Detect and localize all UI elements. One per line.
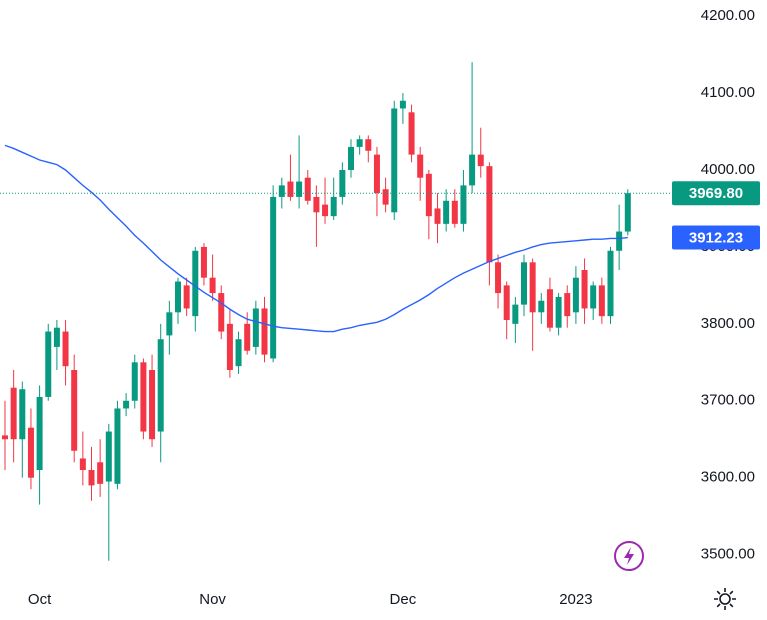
candle-body	[555, 296, 562, 328]
candle-body	[590, 285, 597, 309]
candle-body	[382, 189, 389, 205]
candle-body	[88, 470, 95, 486]
candle-body	[460, 185, 467, 224]
candle-body	[330, 196, 337, 217]
candle-body	[261, 308, 268, 355]
candle-body	[503, 285, 510, 320]
candle-body	[226, 323, 233, 370]
candle-body	[252, 308, 259, 347]
candle-body	[218, 293, 225, 332]
x-tick-label: Nov	[199, 591, 226, 608]
x-tick-label: 2023	[559, 591, 592, 608]
candle-body	[244, 323, 251, 351]
candle-body	[391, 108, 398, 213]
y-tick-label: 4200.00	[701, 7, 755, 24]
lightning-button[interactable]	[614, 541, 644, 571]
gear-hub	[719, 593, 731, 605]
candle-body	[607, 250, 614, 317]
candle-body	[157, 339, 164, 432]
candle-body	[373, 154, 380, 194]
candle-body	[356, 139, 363, 147]
price-tags: 3969.80 3912.23	[672, 181, 760, 250]
candle-body	[53, 327, 60, 347]
candle-body	[572, 277, 579, 313]
candle-body	[564, 293, 571, 317]
lightning-icon	[624, 547, 634, 565]
settings-button[interactable]	[714, 588, 736, 610]
candle-body	[296, 181, 303, 197]
candle-body	[278, 185, 285, 197]
gear-teeth	[714, 588, 736, 610]
candle-body	[581, 270, 588, 309]
candle-body	[313, 196, 320, 213]
candle-body	[140, 362, 147, 432]
candle-body	[339, 170, 346, 197]
candle-body	[183, 285, 190, 309]
candle-body	[209, 277, 216, 294]
candle-body	[114, 408, 121, 484]
candle-body	[71, 370, 78, 451]
x-tick-label: Dec	[390, 591, 417, 608]
candle-body	[235, 339, 242, 367]
candle-body	[546, 289, 553, 328]
price-tag-label: 3912.23	[689, 229, 743, 246]
plot	[0, 62, 672, 561]
candle-body	[166, 312, 173, 336]
price-tag-label: 3969.80	[689, 185, 743, 202]
candle-body	[451, 200, 458, 224]
candle-body	[79, 458, 86, 470]
candle-body	[399, 100, 406, 109]
candle-body	[486, 166, 493, 263]
candle-body	[2, 435, 8, 440]
axis-labels: 3500.003600.003700.003800.003900.004000.…	[28, 7, 755, 608]
candle-body	[512, 304, 519, 324]
price-tag	[672, 181, 760, 206]
candle-body	[200, 246, 207, 278]
candle-body	[624, 193, 631, 232]
candle-body	[538, 300, 545, 313]
candle-body	[598, 285, 605, 317]
candle-body	[434, 208, 441, 224]
price-tag	[672, 225, 760, 250]
candle-body	[123, 400, 130, 409]
candle-body	[304, 177, 311, 201]
candle-body	[348, 146, 354, 170]
candle-body	[175, 281, 181, 313]
candle-body	[36, 396, 43, 470]
candle-body	[616, 231, 623, 251]
candle-body	[322, 204, 329, 217]
candle-body	[443, 200, 450, 224]
candle-body	[62, 331, 69, 367]
candle-body	[270, 196, 277, 359]
candle-body	[408, 112, 415, 155]
candle-body	[10, 387, 17, 440]
candle-body	[97, 462, 104, 484]
y-tick-label: 3600.00	[701, 469, 755, 486]
candle-body	[287, 181, 294, 197]
candle-body	[45, 331, 52, 397]
y-tick-label: 3700.00	[701, 392, 755, 409]
candle-body	[365, 139, 372, 151]
y-tick-label: 4000.00	[701, 161, 755, 178]
y-tick-label: 3800.00	[701, 315, 755, 332]
candle-body	[521, 262, 527, 305]
candle-body	[417, 154, 424, 178]
candle-body	[192, 250, 199, 317]
candle-body	[495, 262, 502, 294]
candle-body	[19, 389, 26, 440]
candle-body	[425, 173, 432, 217]
moving-average-line	[4, 144, 628, 333]
candle-body	[469, 154, 476, 186]
candle-body	[477, 154, 484, 167]
candle-body	[149, 370, 156, 440]
candle-body	[131, 362, 138, 401]
y-tick-label: 3500.00	[701, 546, 755, 563]
y-tick-label: 4100.00	[701, 84, 755, 101]
x-tick-label: Oct	[28, 591, 52, 608]
candle-body	[27, 427, 34, 478]
candle-body	[529, 262, 536, 313]
candle-body	[105, 431, 112, 482]
